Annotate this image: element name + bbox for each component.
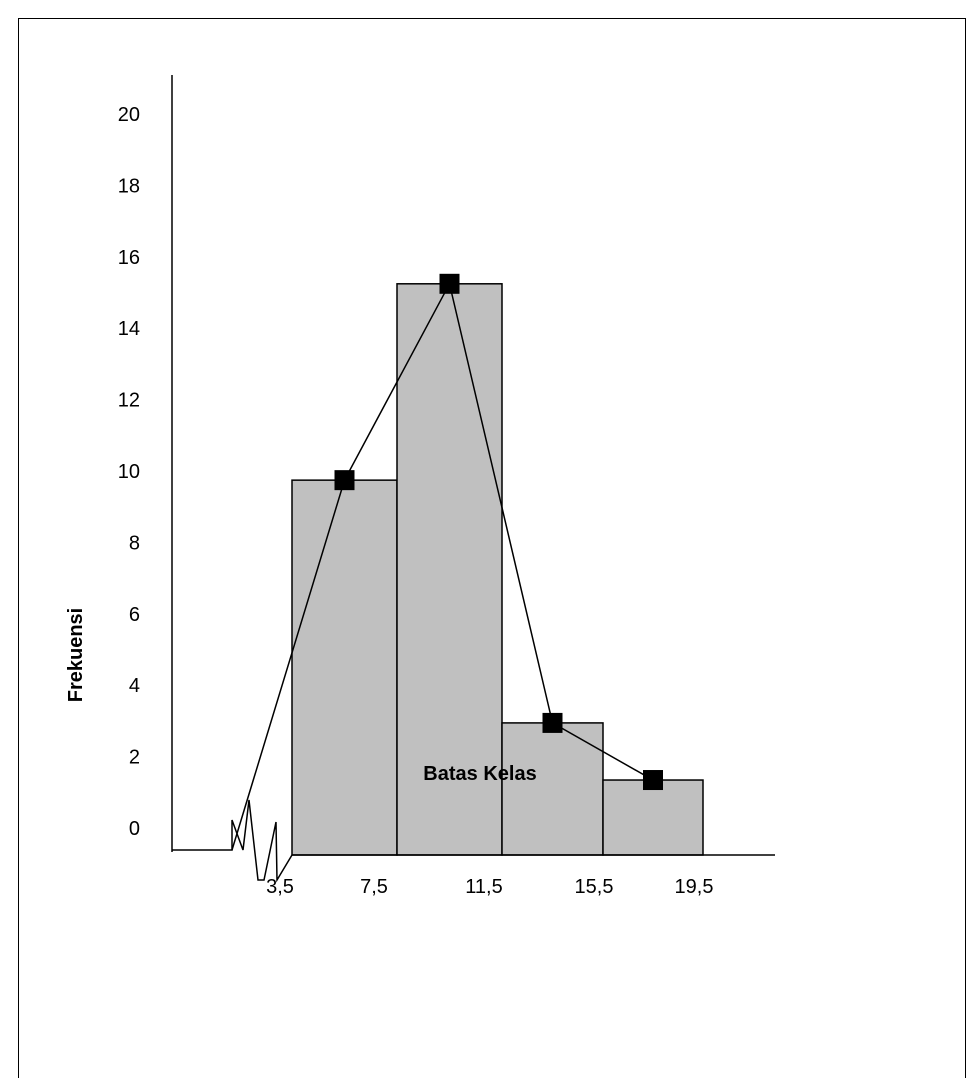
y-tick-label: 12 [118, 390, 140, 412]
y-tick-label: 6 [129, 604, 140, 626]
x-tick-label: 3,5 [266, 876, 294, 898]
histogram-bar [396, 283, 503, 856]
x-tick-label: 19,5 [675, 876, 714, 898]
chart-frame [18, 18, 966, 1078]
y-tick-label: 14 [118, 318, 140, 340]
polygon-markers [334, 273, 663, 791]
y-tick-label: 2 [129, 747, 140, 769]
histogram-bar [291, 479, 398, 856]
polygon-marker [334, 470, 355, 491]
axis-break-line [172, 799, 775, 883]
y-tick-label: 20 [118, 104, 140, 126]
y-tick-label: 4 [129, 675, 140, 697]
polygon-marker [643, 770, 663, 791]
x-tick-label: 7,5 [360, 876, 388, 898]
y-tick-label: 18 [118, 175, 140, 197]
y-tick-label: 0 [129, 818, 140, 840]
y-tick-label: 8 [129, 532, 140, 554]
axes [171, 75, 775, 883]
x-axis-title: Batas Kelas [423, 763, 536, 785]
x-tick-label: 15,5 [575, 876, 614, 898]
histogram-bar [602, 779, 704, 856]
y-tick-label: 16 [118, 247, 140, 269]
x-axis-tick-labels: 3,5 7,5 11,5 15,5 19,5 [266, 876, 713, 898]
polygon-marker [542, 712, 563, 733]
polygon-marker [439, 273, 460, 294]
x-tick-label: 11,5 [465, 876, 502, 898]
histogram-bars [291, 283, 704, 856]
y-axis-title: Frekuensi [65, 608, 87, 702]
y-axis-ticks: 0 2 4 6 8 10 12 14 16 18 20 [118, 104, 140, 840]
y-tick-label: 10 [118, 461, 140, 483]
